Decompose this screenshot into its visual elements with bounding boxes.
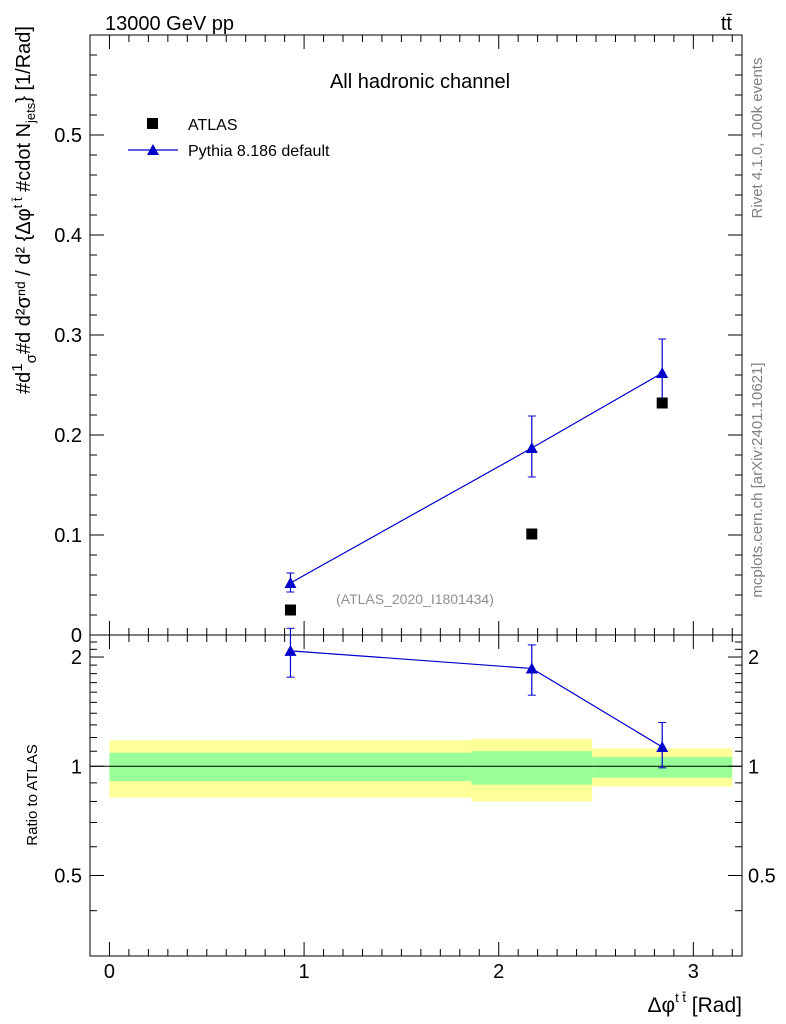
atlas-point xyxy=(526,528,538,540)
final-state-label: tt̄ xyxy=(721,13,733,35)
main-y-tick-label: 0.3 xyxy=(54,325,82,347)
main-y-tick-label: 0.2 xyxy=(54,425,82,447)
x-axis-label: Δφt t̄ [Rad] xyxy=(647,990,742,1017)
mcplots-label: mcplots.cern.ch [arXiv:2401.10621] xyxy=(749,362,766,597)
pythia-point xyxy=(656,367,669,378)
y-axis-label-part: σ xyxy=(23,353,40,363)
y-axis-label-part: #d xyxy=(13,332,35,354)
ratio-y-tick-label-right: 0.5 xyxy=(748,865,776,887)
y-axis-label-part: d²σⁿᵈ / d² {Δφ xyxy=(13,208,35,332)
ratio-y-tick-label-right: 1 xyxy=(748,756,759,778)
main-panel: 0 0.1 0.2 0.3 0.4 0.5 All hadronic channel (ATL… xyxy=(9,26,743,647)
ratio-pythia-line xyxy=(290,650,663,748)
ratio-y-tick-label: 1 xyxy=(71,756,82,778)
x-tick-label: 1 xyxy=(299,961,310,983)
ratio-band-inner xyxy=(471,751,593,785)
x-axis-label-part: [Rad] xyxy=(686,994,742,1017)
y-axis-label-part: } [1/Rad] xyxy=(13,26,35,103)
main-y-axis-label: #d1σ#d d²σⁿᵈ / d² {Δφt t̄ #cdot Njets} [… xyxy=(9,26,40,394)
pythia-point xyxy=(284,577,297,588)
ratio-y-axis-label: Ratio to ATLAS xyxy=(24,744,41,845)
legend-pythia-label: Pythia 8.186 default xyxy=(188,143,330,160)
chart-title: All hadronic channel xyxy=(330,71,510,93)
atlas-point xyxy=(284,604,296,616)
pythia-point xyxy=(525,442,538,453)
main-y-tick-label: 0.4 xyxy=(54,225,82,247)
legend-atlas-marker xyxy=(147,118,158,129)
x-tick-label: 3 xyxy=(688,961,699,983)
main-y-tick-label: 0.5 xyxy=(54,125,82,147)
y-axis-label-part: jets xyxy=(23,102,38,124)
y-axis-label-part: 1 xyxy=(9,363,26,371)
legend-atlas-label: ATLAS xyxy=(188,117,238,134)
header: 13000 GeV pp tt̄ xyxy=(105,13,732,35)
x-tick-label: 0 xyxy=(104,961,115,983)
x-axis-label-part: t t̄ xyxy=(675,990,686,1005)
ratio-pythia-point xyxy=(284,644,297,656)
x-tick-label: 2 xyxy=(493,961,504,983)
analysis-watermark: (ATLAS_2020_I1801434) xyxy=(336,591,494,607)
ratio-pythia-point xyxy=(656,741,669,753)
process-label: 13000 GeV pp xyxy=(105,13,234,35)
main-y-tick-label: 0.1 xyxy=(54,525,82,547)
side-labels: Rivet 4.1.0, 100k events mcplots.cern.ch… xyxy=(749,58,766,598)
rivet-label: Rivet 4.1.0, 100k events xyxy=(749,58,766,219)
x-axis-label-part: Δφ xyxy=(647,994,675,1017)
ratio-band-inner xyxy=(109,752,472,782)
y-axis-label-part: #cdot N xyxy=(13,123,35,197)
ratio-y-tick-label-right: 2 xyxy=(748,647,759,669)
ratio-y-tick-label: 0.5 xyxy=(54,865,82,887)
ratio-y-tick-label: 2 xyxy=(71,647,82,669)
y-axis-label-part: #d xyxy=(13,372,35,394)
atlas-point xyxy=(656,397,668,409)
pythia-series-line xyxy=(290,372,663,584)
legend-pythia-marker xyxy=(147,144,159,155)
ratio-pythia-point xyxy=(525,662,538,674)
y-axis-label-part: t t̄ xyxy=(10,197,25,208)
main-y-tick-label: 0 xyxy=(71,625,82,647)
ratio-frame xyxy=(89,634,743,957)
